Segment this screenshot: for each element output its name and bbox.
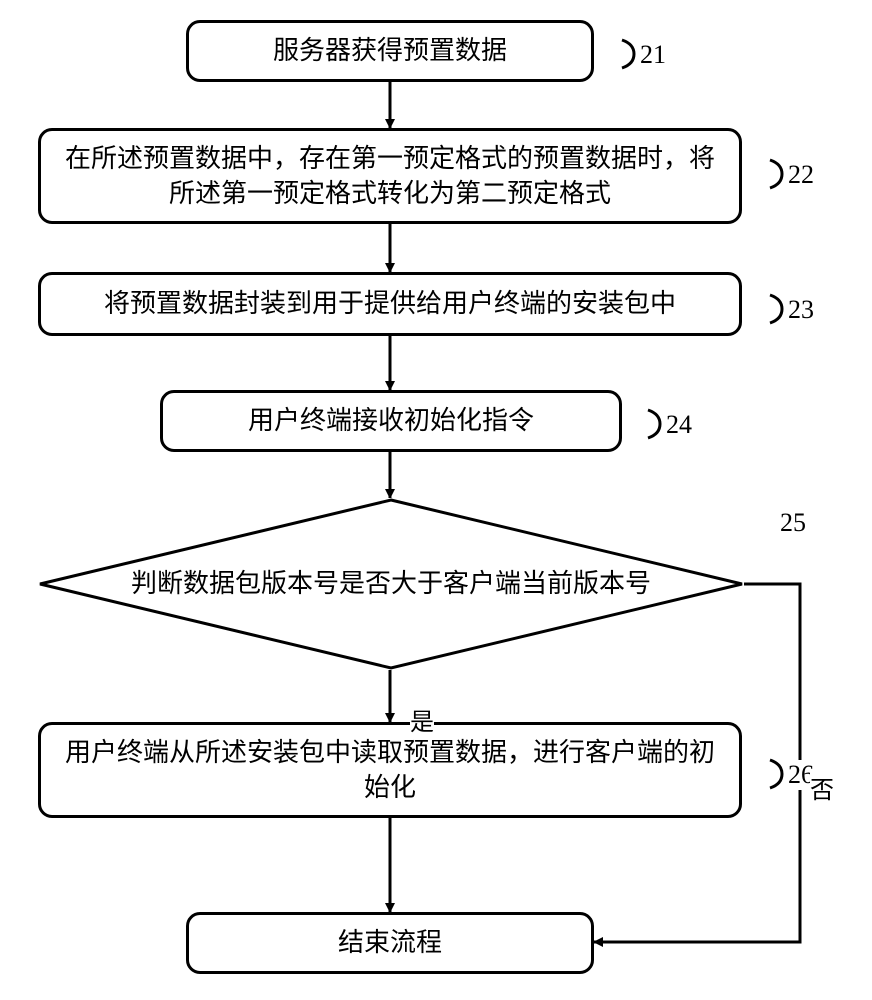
node-text: 在所述预置数据中，存在第一预定格式的预置数据时，将所述第一预定格式转化为第二预定… <box>59 141 721 211</box>
decision-text: 判断数据包版本号是否大于客户端当前版本号 <box>38 498 744 670</box>
step-number: 21 <box>640 40 666 70</box>
step-number: 24 <box>666 410 692 440</box>
process-node: 用户终端接收初始化指令 <box>160 390 622 452</box>
edge-label: 是 <box>410 702 434 737</box>
process-node: 将预置数据封装到用于提供给用户终端的安装包中 <box>38 272 742 336</box>
process-node: 用户终端从所述安装包中读取预置数据，进行客户端的初始化 <box>38 722 742 818</box>
node-text: 结束流程 <box>338 925 442 960</box>
node-text: 用户终端从所述安装包中读取预置数据，进行客户端的初始化 <box>59 735 721 805</box>
node-text: 用户终端接收初始化指令 <box>248 403 534 438</box>
process-node: 服务器获得预置数据 <box>186 20 594 82</box>
decision-node: 判断数据包版本号是否大于客户端当前版本号 <box>38 498 744 670</box>
step-number: 23 <box>788 295 814 325</box>
terminator-node: 结束流程 <box>186 912 594 974</box>
node-text: 将预置数据封装到用于提供给用户终端的安装包中 <box>104 286 676 321</box>
edge-label: 否 <box>810 770 834 805</box>
step-number: 25 <box>780 508 806 538</box>
flowchart-canvas: 服务器获得预置数据 21 在所述预置数据中，存在第一预定格式的预置数据时，将所述第一… <box>0 0 872 1000</box>
step-number: 22 <box>788 160 814 190</box>
node-text: 服务器获得预置数据 <box>273 33 507 68</box>
process-node: 在所述预置数据中，存在第一预定格式的预置数据时，将所述第一预定格式转化为第二预定… <box>38 128 742 224</box>
